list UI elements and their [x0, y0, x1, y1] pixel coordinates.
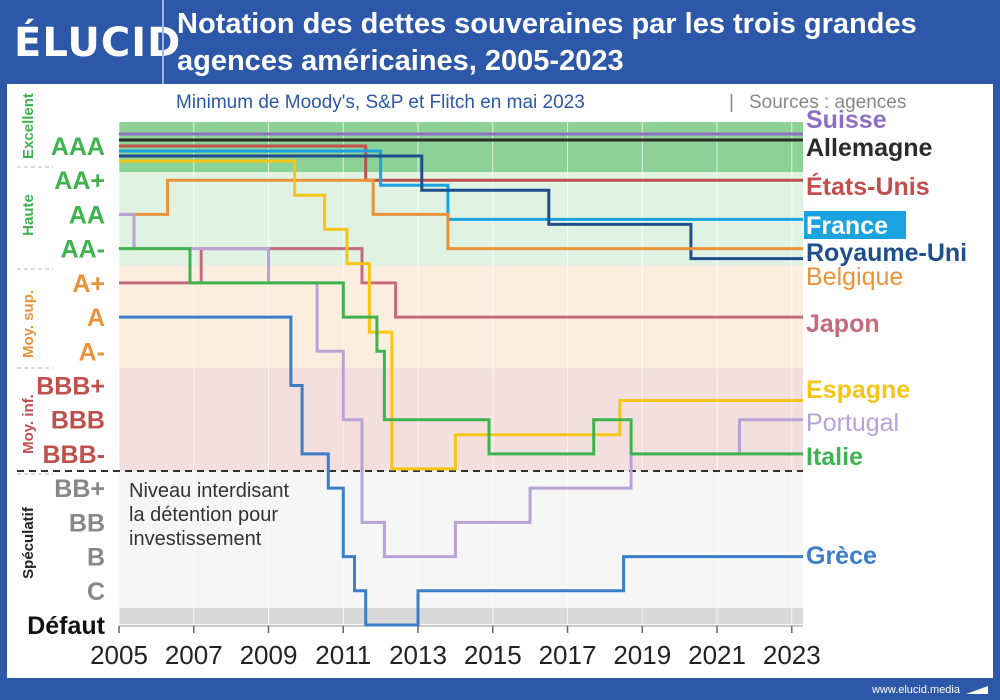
series-label: Espagne	[806, 376, 910, 404]
rating-label: A-	[79, 338, 105, 366]
brand-logo: ÉLUCID	[14, 20, 182, 66]
series-label: Japon	[806, 310, 880, 338]
header: ÉLUCID Notation des dettes souveraines p…	[0, 0, 1000, 88]
series-line-espagne	[119, 159, 803, 471]
rating-label: AA+	[54, 167, 105, 195]
band-label: Excellent	[20, 93, 37, 159]
threshold-annotation: investissement	[129, 528, 262, 550]
header-divider	[162, 0, 164, 88]
footer-logo-mark	[966, 686, 988, 694]
rating-label: A+	[72, 270, 105, 298]
rating-label: AAA	[51, 133, 105, 161]
series-line-portugal	[119, 212, 803, 559]
rating-label: BBB+	[36, 373, 105, 401]
rating-chart: Minimum de Moody's, S&P et Flitch en mai…	[17, 92, 967, 670]
series-label: France	[806, 212, 888, 240]
series-label-bg-france	[804, 211, 906, 239]
series-label: Portugal	[806, 409, 899, 437]
chart-title: Notation des dettes souveraines par les …	[177, 8, 917, 77]
series-line-royaume-uni	[119, 154, 803, 261]
rating-label: AA-	[61, 236, 105, 264]
x-tick-label: 2011	[315, 640, 371, 670]
series-label: États-Unis	[806, 172, 930, 201]
band-sp-culatif	[119, 471, 803, 626]
series-line-belgique	[119, 178, 803, 251]
x-tick-label: 2017	[539, 640, 597, 670]
series-label: Grèce	[806, 542, 877, 570]
series-line-grèce	[119, 315, 803, 627]
chart-sources: Sources : agences	[749, 92, 906, 113]
x-tick-label: 2013	[389, 640, 447, 670]
band-label: Moy. sup.	[20, 290, 37, 358]
series-label: Suisse	[806, 106, 887, 134]
band-label: Spéculatif	[20, 506, 37, 579]
series-label: Italie	[806, 443, 863, 471]
rating-label: BB	[69, 509, 105, 537]
threshold-annotation: Niveau interdisant	[129, 480, 290, 502]
rating-label: B	[87, 544, 105, 572]
rating-label: AA	[69, 201, 105, 229]
series-label: Belgique	[806, 263, 903, 291]
band-label: Haute	[20, 194, 37, 236]
x-tick-label: 2015	[464, 640, 522, 670]
default-band	[119, 608, 803, 624]
series-line-japon	[119, 247, 803, 319]
rating-label: BBB-	[43, 441, 106, 469]
footer-url[interactable]: www.elucid.media	[871, 684, 960, 696]
x-tick-label: 2021	[688, 640, 746, 670]
series-line-états-unis	[119, 144, 803, 182]
series-line-france	[119, 149, 803, 221]
threshold-annotation: la détention pour	[129, 504, 278, 526]
x-tick-label: 2007	[165, 640, 223, 670]
band-label: Moy. inf.	[20, 394, 37, 454]
rating-label: Défaut	[27, 612, 105, 640]
rating-label: BB+	[54, 475, 105, 503]
series-label: Royaume-Uni	[806, 239, 967, 267]
rating-label: A	[87, 304, 105, 332]
x-tick-label: 2023	[763, 640, 821, 670]
series-line-italie	[119, 247, 803, 456]
x-tick-label: 2009	[240, 640, 298, 670]
rating-label: C	[87, 578, 105, 606]
rating-label: BBB	[51, 407, 105, 435]
x-tick-label: 2005	[90, 640, 148, 670]
chart-panel: Minimum de Moody's, S&P et Flitch en mai…	[7, 84, 993, 678]
x-tick-label: 2019	[613, 640, 671, 670]
series-label: Allemagne	[806, 134, 933, 162]
subtitle-separator: |	[729, 92, 734, 113]
chart-subtitle: Minimum de Moody's, S&P et Flitch en mai…	[176, 92, 585, 113]
